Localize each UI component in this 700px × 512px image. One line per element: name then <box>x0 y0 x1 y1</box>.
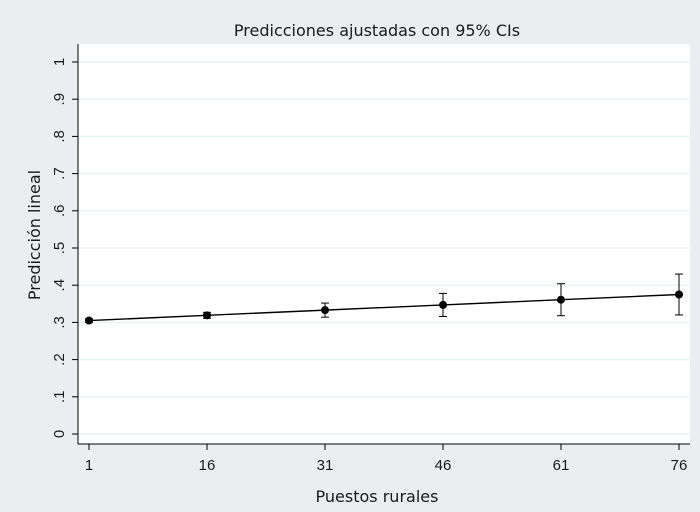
y-tick-label: 1 <box>51 58 68 66</box>
plot-background <box>78 44 690 444</box>
y-tick-label: .3 <box>51 316 68 329</box>
x-tick-label: 61 <box>553 457 570 474</box>
axes <box>77 44 690 445</box>
y-axis-label: Predicción lineal <box>25 170 44 300</box>
y-tick-label: .2 <box>51 353 68 366</box>
data-point <box>557 295 565 304</box>
y-tick-label: .1 <box>51 391 68 404</box>
data-point <box>85 316 93 325</box>
y-tick-label: .6 <box>51 205 68 218</box>
chart-title: Predicciones ajustadas con 95% CIs <box>234 21 520 40</box>
y-tick-label: .7 <box>51 167 68 180</box>
y-tick-label: .9 <box>51 93 68 106</box>
y-tick-label: .8 <box>51 130 68 143</box>
y-axis-ticks: 0 .1 .2 .3 .4 .5 .6 .7 .8 .9 1 <box>51 58 78 438</box>
data-point <box>439 300 447 309</box>
series-line <box>88 293 680 322</box>
x-tick-label: 31 <box>317 457 334 474</box>
y-tick-label: 0 <box>51 430 68 438</box>
x-tick-label: 1 <box>85 457 93 474</box>
x-axis-label: Puestos rurales <box>316 487 439 506</box>
y-tick-label: .5 <box>51 242 68 255</box>
x-tick-label: 16 <box>199 457 216 474</box>
data-point <box>675 290 683 299</box>
series <box>85 273 683 325</box>
x-axis-ticks: 1 16 31 46 61 76 <box>85 444 688 474</box>
y-tick-label: .4 <box>51 279 68 292</box>
x-tick-label: 46 <box>435 457 452 474</box>
data-point <box>321 306 329 315</box>
gridlines <box>78 61 690 435</box>
x-tick-label: 76 <box>671 457 688 474</box>
data-point <box>203 311 211 320</box>
